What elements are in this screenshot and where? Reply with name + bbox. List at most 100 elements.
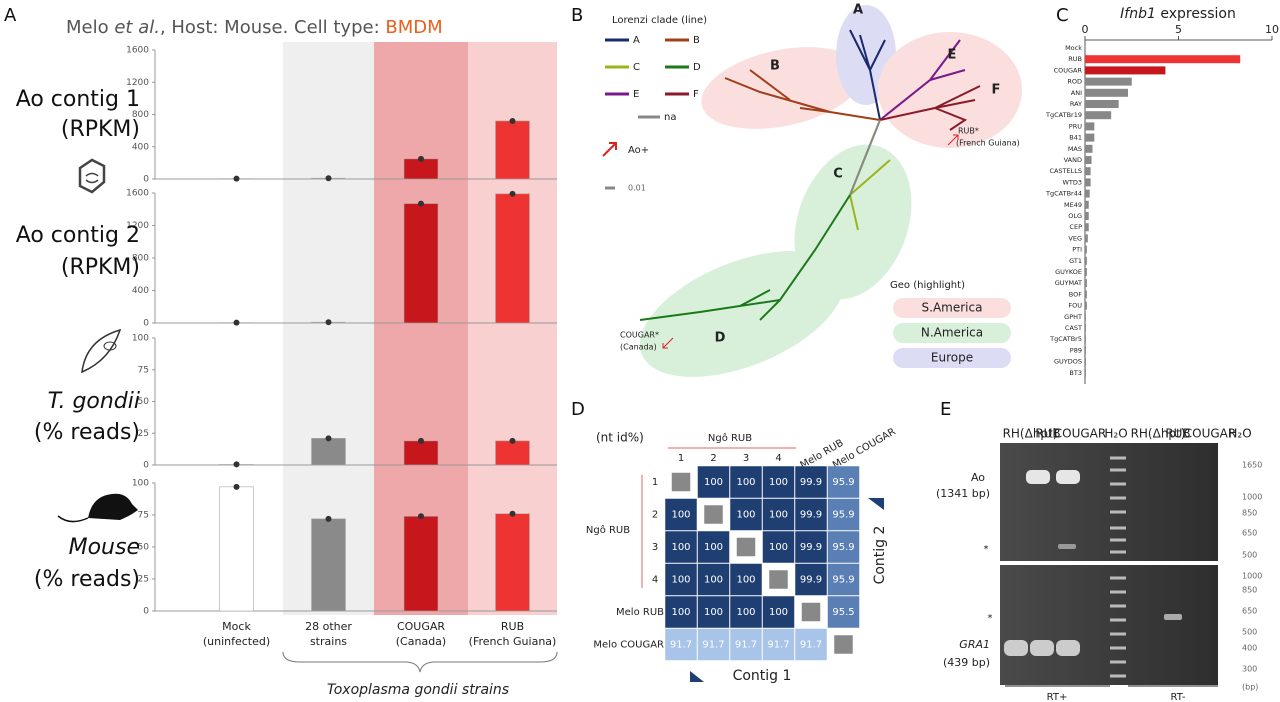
brace (282, 651, 558, 673)
bar-dot (233, 483, 240, 490)
bar (1085, 55, 1241, 64)
bar (1085, 368, 1086, 377)
y-tick-label: PRU (1069, 122, 1082, 130)
strain-label: RUB* (958, 127, 979, 136)
strain-label: (Canada) (620, 343, 657, 352)
arrow (947, 134, 959, 146)
cell-value: 95.9 (832, 510, 854, 521)
cell-value: 100 (736, 575, 755, 586)
lane-label: RH(Δhpt) (1131, 427, 1186, 441)
diagonal-cell (769, 570, 788, 589)
x-tick-label: 5 (1175, 23, 1182, 36)
y-tick-label: 400 (132, 286, 149, 296)
panel-label: A (4, 5, 17, 26)
unit-label: (nt id%) (596, 431, 644, 445)
x-tick-label: RUB (501, 620, 524, 633)
matrix-cell (697, 563, 730, 596)
cell-value: 91.7 (767, 640, 789, 651)
x-tick-label: COUGAR (397, 620, 445, 633)
diagonal-cell (704, 505, 723, 524)
arrow (662, 337, 674, 349)
cell-value: 100 (671, 607, 690, 618)
strain-label: COUGAR* (620, 331, 659, 340)
axis-label: Contig 2 (872, 526, 888, 585)
geo-swatch (893, 323, 1011, 343)
gel (1000, 565, 1218, 685)
bar (1085, 133, 1095, 142)
geo-label: N.America (921, 326, 983, 340)
y-axis-label: (% reads) (34, 567, 140, 592)
triangle (690, 671, 704, 682)
x-tick-label: 10 (1265, 23, 1279, 36)
axis-label: Contig 1 (733, 668, 792, 684)
cell-value: 100 (736, 477, 755, 488)
cell-value: 95.9 (832, 542, 854, 553)
legend-label: C (633, 62, 640, 73)
cell-value: 100 (671, 542, 690, 553)
bar-dot (325, 515, 332, 522)
cell-value: 100 (671, 510, 690, 521)
ladder-label: 850 (1242, 509, 1257, 518)
cell-value: 91.7 (702, 640, 724, 651)
title-part: expression (1156, 6, 1236, 22)
cell-value: 100 (769, 510, 788, 521)
geo-swatch (893, 298, 1011, 318)
band-label: GRA1 (959, 638, 990, 651)
y-tick-label: 100 (132, 479, 149, 489)
y-axis-label: (RPKM) (61, 117, 140, 142)
row-label: 3 (652, 542, 658, 553)
geo-title: Geo (highlight) (890, 280, 965, 291)
title-part: BMDM (385, 17, 442, 38)
x-tick-sublabel: (uninfected) (203, 635, 270, 648)
y-tick-label: 0 (143, 319, 149, 329)
bar (1085, 111, 1112, 120)
y-tick-label: 75 (138, 511, 149, 521)
tree-branches (639, 29, 981, 321)
y-tick-label: 75 (138, 365, 149, 375)
y-tick-label: ANI (1071, 89, 1082, 97)
legend-label: Ao+ (628, 145, 649, 156)
bar (403, 158, 439, 180)
panel-label: E (940, 399, 951, 420)
bar (1085, 256, 1087, 265)
y-tick-label: OLG (1068, 212, 1082, 220)
bar (495, 193, 530, 324)
clade-label: D (715, 331, 726, 346)
ladder-label: 400 (1242, 644, 1257, 653)
mouse-icon (88, 493, 138, 520)
ladder-label: 500 (1242, 551, 1257, 560)
geo-label: S.America (922, 301, 983, 315)
matrix-cell (762, 628, 795, 661)
y-tick-label: GUYMAT (1055, 279, 1082, 287)
bar (403, 515, 439, 612)
cell-value: 91.7 (670, 640, 692, 651)
y-axis-label: Ao contig 1 (16, 87, 140, 112)
y-tick-label: GUYKOE (1055, 268, 1082, 276)
y-tick-label: Mock (1065, 44, 1082, 52)
cell-value: 99.9 (800, 510, 822, 521)
rt-label: RT+ (1047, 692, 1068, 702)
diagonal-cell (736, 537, 756, 557)
y-tick-label: MAS (1068, 145, 1082, 153)
bar (1085, 66, 1166, 75)
bar (1085, 167, 1091, 176)
cell-value: 100 (704, 477, 723, 488)
legend-label: E (633, 89, 639, 100)
cell-value: 99.9 (800, 575, 822, 586)
bar (495, 513, 530, 612)
geo-label: Europe (931, 351, 973, 365)
lane-label: RUB (1035, 427, 1060, 441)
x-tick-label: Mock (222, 620, 251, 633)
matrix-cell (665, 628, 697, 661)
panel-label: B (571, 5, 583, 26)
cell-value: 99.9 (800, 542, 822, 553)
bar (1085, 122, 1095, 131)
matrix-cell (697, 466, 730, 498)
star: * (988, 613, 993, 624)
lane-label: H₂O (1228, 427, 1251, 441)
panel-label: D (571, 399, 585, 420)
y-axis-label: Ao contig 2 (16, 223, 140, 248)
band-label: Ao (971, 471, 985, 484)
column-label: 1 (678, 453, 684, 464)
